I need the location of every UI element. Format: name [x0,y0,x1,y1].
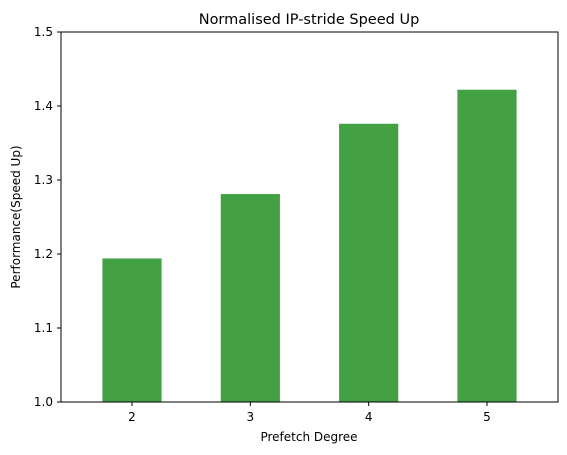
y-axis-label: Performance(Speed Up) [9,145,23,288]
y-tick-label: 1.4 [34,99,53,113]
x-axis-label: Prefetch Degree [260,430,357,444]
y-axis: 1.0 1.1 1.2 1.3 1.4 1.5 [34,25,61,409]
bar-3 [220,194,280,402]
y-tick-label: 1.5 [34,25,53,39]
x-tick-label: 4 [365,410,373,424]
y-tick-label: 1.1 [34,321,53,335]
bars-group [102,89,517,402]
x-tick-label: 3 [247,410,255,424]
plot-frame [60,31,559,403]
y-tick-label: 1.2 [34,247,53,261]
x-axis: 2 3 4 5 [128,402,491,424]
x-tick-label: 5 [483,410,491,424]
y-tick-label: 1.0 [34,395,53,409]
y-tick-label: 1.3 [34,173,53,187]
bar-4 [339,123,399,402]
bar-2 [102,258,162,402]
chart-title: Normalised IP-stride Speed Up [199,12,420,28]
bar-5 [457,89,517,402]
x-tick-label: 2 [128,410,136,424]
